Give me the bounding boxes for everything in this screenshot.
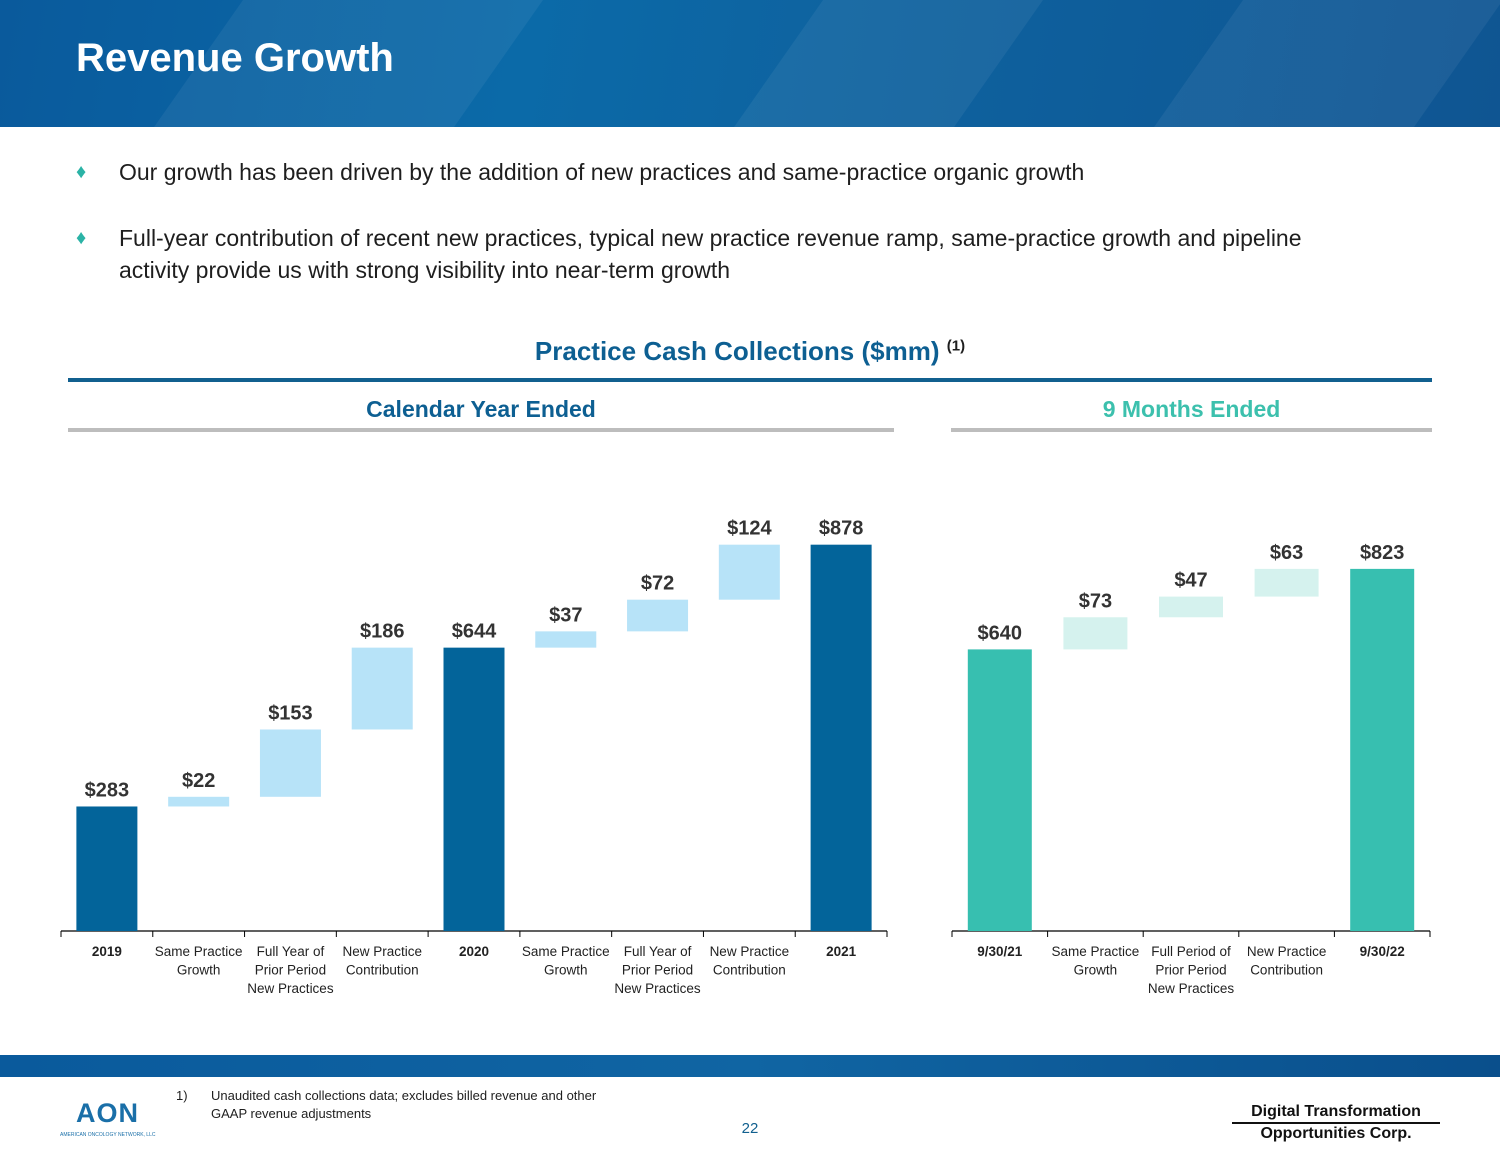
calendar-category-label: Same Practice [522, 944, 610, 959]
calendar-category-label: 2020 [459, 944, 489, 959]
calendar-delta-bar [168, 796, 230, 807]
nine-months-value-label: $73 [1079, 590, 1112, 612]
chart-title-text: Practice Cash Collections ($mm) [534, 336, 940, 366]
nine-months-delta-bar [1254, 568, 1319, 597]
bullet-text: Full-year contribution of recent new pra… [119, 225, 1302, 283]
calendar-delta-bar [627, 599, 689, 632]
calendar-total-bar [76, 806, 138, 931]
calendar-total-bar [443, 647, 505, 931]
nine-months-category-label: Prior Period [1155, 963, 1226, 978]
calendar-value-label: $37 [549, 604, 582, 626]
nine-months-category-label: Contribution [1250, 963, 1323, 978]
calendar-category-label: New Practice [710, 944, 790, 959]
calendar-value-label: $22 [182, 770, 215, 792]
calendar-category-label: 2019 [92, 944, 122, 959]
calendar-value-label: $72 [641, 573, 674, 595]
calendar-category-label: New Practice [342, 944, 422, 959]
calendar-category-label: Full Year of [624, 944, 692, 959]
diamond-bullet-icon: ♦ [76, 227, 87, 249]
calendar-value-label: $153 [268, 702, 313, 724]
title-banner: Revenue Growth [0, 0, 1500, 127]
section-rule-nine-months [951, 428, 1432, 432]
calendar-category-label: 2021 [826, 944, 857, 959]
calendar-category-label: New Practices [614, 981, 701, 996]
footnote-text: Unaudited cash collections data; exclude… [211, 1088, 597, 1121]
dto-logo-line2: Opportunities Corp. [1260, 1125, 1412, 1142]
page-title: Revenue Growth [76, 36, 394, 80]
nine-months-value-label: $823 [1360, 542, 1405, 564]
dto-logo-line1: Digital Transformation [1251, 1103, 1421, 1120]
calendar-value-label: $124 [727, 518, 772, 540]
aon-logo: AON AMERICAN ONCOLOGY NETWORK, LLC [58, 1098, 168, 1153]
calendar-category-label: Contribution [713, 963, 786, 978]
calendar-value-label: $644 [452, 621, 497, 643]
footnote-number: 1) [176, 1088, 188, 1103]
calendar-chart: $283 2019 $22 Same Practice Growth $153 Full Y… [60, 518, 888, 996]
aon-logo-subtext: AMERICAN ONCOLOGY NETWORK, LLC [60, 1132, 156, 1138]
calendar-value-label: $878 [819, 518, 864, 540]
nine-months-value-label: $640 [978, 622, 1023, 644]
calendar-category-label: Contribution [346, 963, 419, 978]
nine-months-delta-bar [1159, 596, 1223, 618]
chart-title-rule [68, 378, 1432, 382]
calendar-category-label: Same Practice [155, 944, 243, 959]
calendar-delta-bar [259, 729, 321, 797]
calendar-category-label: Full Year of [257, 944, 325, 959]
calendar-delta-bar [535, 631, 597, 648]
nine-months-total-bar [967, 649, 1032, 931]
nine-months-delta-bar [1063, 617, 1128, 650]
nine-months-category-label: Full Period of [1151, 944, 1231, 959]
calendar-category-label: Prior Period [622, 963, 693, 978]
calendar-category-label: Growth [544, 963, 588, 978]
calendar-delta-bar [351, 647, 413, 730]
dto-logo-rule [1232, 1122, 1440, 1124]
section-rule-calendar [68, 428, 894, 432]
nine-months-category-label: Same Practice [1052, 944, 1140, 959]
page-number: 22 [741, 1120, 759, 1137]
bullet-text: Our growth has been driven by the additi… [119, 159, 1085, 185]
nine-months-value-label: $63 [1270, 542, 1303, 564]
calendar-delta-bar [718, 544, 780, 600]
aon-logo-text: AON [76, 1098, 139, 1128]
waterfall-charts: $283 2019 $22 Same Practice Growth $153 Full Y… [60, 518, 1431, 996]
nine-months-category-label: New Practices [1148, 981, 1235, 996]
calendar-category-label: Growth [177, 963, 221, 978]
diamond-bullet-icon: ♦ [76, 161, 87, 183]
calendar-value-label: $186 [360, 621, 405, 643]
calendar-category-label: New Practices [247, 981, 334, 996]
calendar-category-label: Prior Period [255, 963, 326, 978]
dto-logo: Digital Transformation Opportunities Cor… [1228, 1102, 1444, 1144]
nine-months-category-label: 9/30/22 [1360, 944, 1405, 959]
nine-months-category-label: Growth [1074, 963, 1118, 978]
nine-months-category-label: New Practice [1247, 944, 1327, 959]
nine-months-category-label: 9/30/21 [977, 944, 1023, 959]
calendar-value-label: $283 [85, 779, 130, 801]
section-title-calendar: Calendar Year Ended [366, 396, 596, 422]
calendar-total-bar [810, 544, 872, 931]
nine-months-chart: $640 9/30/21 $73 Same Practice Growth $47 Full… [951, 542, 1431, 996]
section-title-nine-months: 9 Months Ended [1102, 396, 1281, 422]
nine-months-total-bar [1350, 568, 1415, 931]
footer-band [0, 1055, 1500, 1077]
chart-title-footnote-ref: (1) [946, 337, 966, 355]
chart-title: Practice Cash Collections ($mm) (1) [0, 336, 1500, 367]
nine-months-value-label: $47 [1174, 570, 1207, 592]
